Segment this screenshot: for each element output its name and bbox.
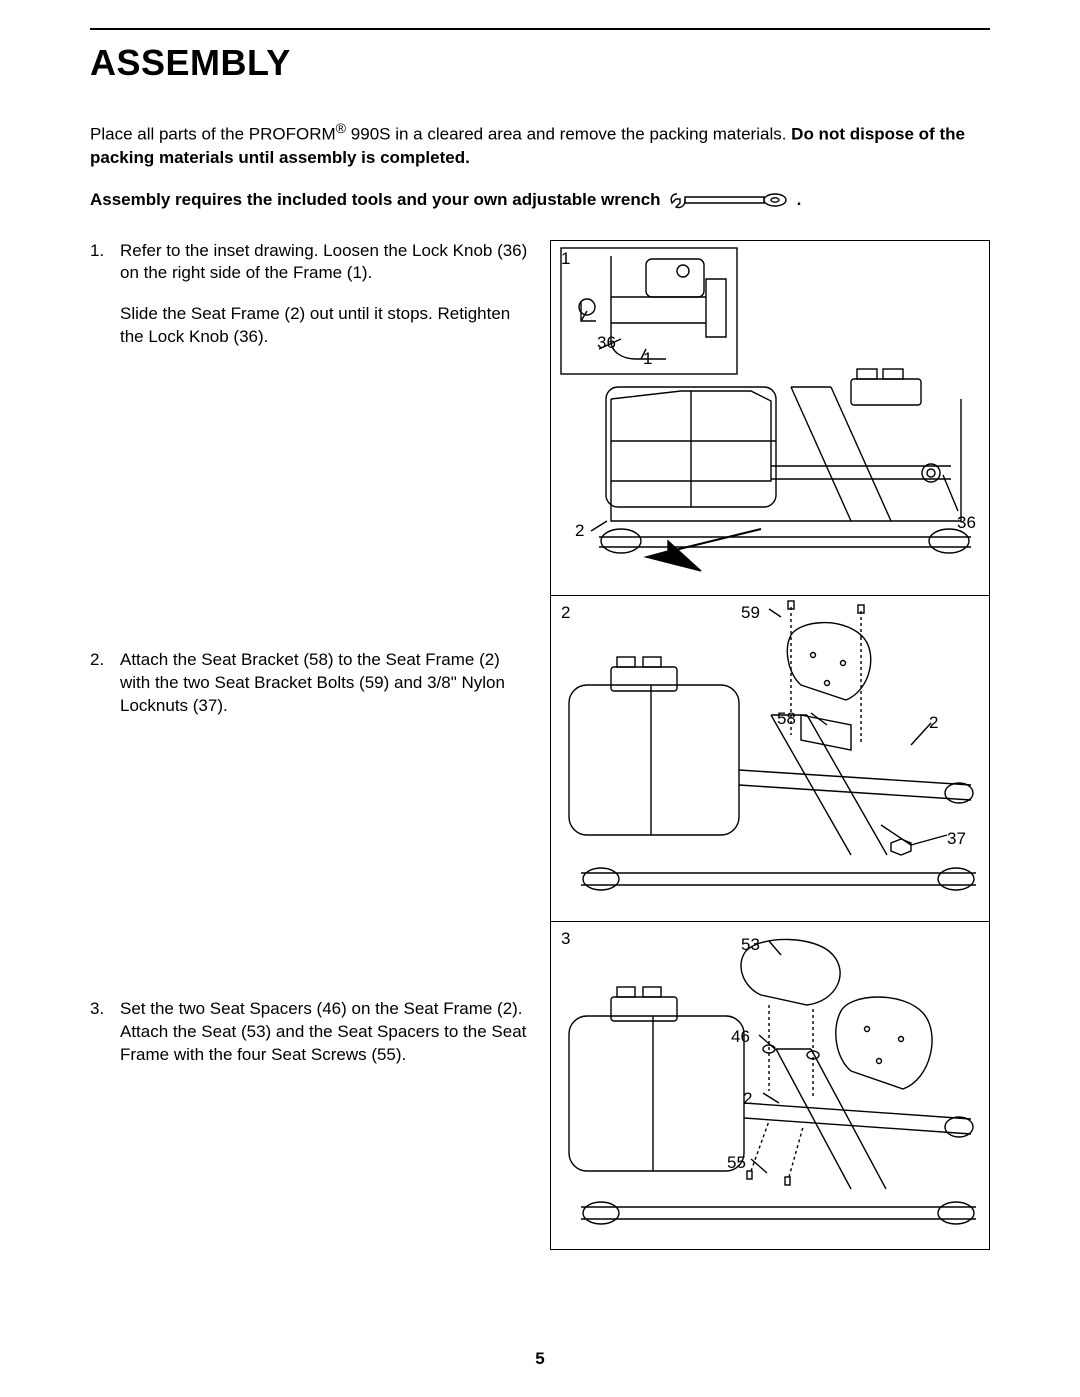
step-3-p1: Set the two Seat Spacers (46) on the Sea… <box>120 998 532 1067</box>
fig2-callout-58: 58 <box>777 709 796 729</box>
step-3-body: Set the two Seat Spacers (46) on the Sea… <box>120 998 532 1067</box>
registered-mark: ® <box>336 121 346 137</box>
page: ASSEMBLY Place all parts of the PROFORM®… <box>0 0 1080 1397</box>
step-2-body: Attach the Seat Bracket (58) to the Seat… <box>120 649 532 718</box>
fig3-diagram <box>551 921 991 1251</box>
step-1-num: 1. <box>90 240 112 350</box>
intro-mid: 990S in a cleared area and remove the pa… <box>346 125 791 144</box>
step-1-p2: Slide the Seat Frame (2) out until it st… <box>120 303 532 349</box>
step-1-p1: Refer to the inset drawing. Loosen the L… <box>120 240 532 286</box>
step-1: 1. Refer to the inset drawing. Loosen th… <box>90 240 532 350</box>
fig1-callout-2: 2 <box>575 521 584 541</box>
fig2-callout-59: 59 <box>741 603 760 623</box>
step-3: 3. Set the two Seat Spacers (46) on the … <box>90 998 532 1067</box>
tools-line: Assembly requires the included tools and… <box>90 188 990 212</box>
fig1-inset-1: 1 <box>643 349 652 369</box>
fig2-diagram <box>551 595 991 921</box>
intro-paragraph: Place all parts of the PROFORM® 990S in … <box>90 120 990 170</box>
page-number: 5 <box>0 1349 1080 1369</box>
step-2: 2. Attach the Seat Bracket (58) to the S… <box>90 649 532 718</box>
step-2-num: 2. <box>90 649 112 718</box>
page-title: ASSEMBLY <box>90 42 990 84</box>
fig3-callout-53: 53 <box>741 935 760 955</box>
step-2-p1: Attach the Seat Bracket (58) to the Seat… <box>120 649 532 718</box>
fig2-callout-37: 37 <box>947 829 966 849</box>
step-3-num: 3. <box>90 998 112 1067</box>
fig1-inset-36: 36 <box>597 333 616 353</box>
content-row: 1. Refer to the inset drawing. Loosen th… <box>90 240 990 1250</box>
fig3-callout-55: 55 <box>727 1153 746 1173</box>
top-rule <box>90 28 990 30</box>
fig3-callout-46: 46 <box>731 1027 750 1047</box>
fig1-callout-36: 36 <box>957 513 976 533</box>
tools-text: Assembly requires the included tools and… <box>90 190 661 210</box>
wrench-icon <box>669 188 789 212</box>
steps-column: 1. Refer to the inset drawing. Loosen th… <box>90 240 532 1250</box>
figures-column: 1 <box>550 240 990 1250</box>
fig1-diagram <box>551 241 991 595</box>
intro-pre: Place all parts of the PROFORM <box>90 125 336 144</box>
fig2-callout-2: 2 <box>929 713 938 733</box>
tools-end: . <box>797 190 802 210</box>
step-1-body: Refer to the inset drawing. Loosen the L… <box>120 240 532 350</box>
fig3-callout-2: 2 <box>743 1089 752 1109</box>
